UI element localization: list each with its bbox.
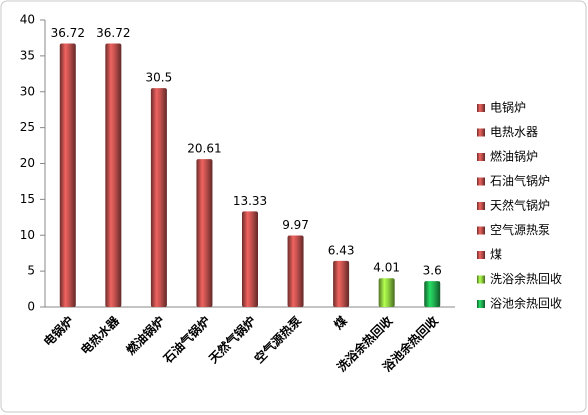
bar	[333, 260, 350, 307]
legend-swatch	[477, 300, 485, 308]
y-tick-label: 25	[20, 120, 35, 134]
y-tick-label: 30	[20, 84, 35, 98]
legend-swatch	[477, 275, 485, 284]
value-label: 13.33	[233, 194, 267, 208]
value-label: 6.43	[328, 243, 355, 257]
value-label: 9.97	[282, 218, 309, 232]
bar	[196, 159, 213, 307]
legend-label: 煤	[490, 248, 502, 262]
legend-swatch	[477, 128, 485, 137]
y-tick-label: 20	[20, 156, 35, 170]
bar	[242, 211, 258, 307]
y-tick-label: 5	[27, 264, 35, 278]
legend-label: 电热水器	[490, 125, 538, 139]
bar	[378, 278, 395, 307]
y-tick-label: 35	[20, 48, 35, 62]
value-label: 30.5	[146, 71, 173, 85]
y-tick-label: 40	[20, 13, 35, 27]
legend-label: 天然气锅炉	[490, 198, 550, 213]
legend-swatch	[477, 202, 485, 210]
y-tick-label: 0	[27, 300, 35, 314]
bar	[105, 43, 122, 308]
bar	[150, 88, 167, 307]
legend-label: 燃油锅炉	[490, 149, 538, 164]
legend-label: 浴池余热回收	[490, 296, 562, 311]
legend-swatch	[477, 226, 485, 235]
legend-swatch	[477, 153, 485, 161]
y-tick-label: 15	[20, 192, 35, 206]
value-label: 36.72	[96, 26, 130, 40]
value-label: 4.01	[373, 261, 400, 275]
legend-label: 石油气锅炉	[490, 173, 550, 188]
bar	[59, 43, 76, 308]
y-tick-label: 10	[20, 228, 35, 242]
legend-swatch	[477, 177, 485, 186]
legend-swatch	[477, 104, 485, 112]
legend-label: 洗浴余热回收	[490, 271, 562, 286]
legend-swatch	[477, 251, 485, 259]
bar	[287, 235, 304, 307]
legend-label: 空气源热泵	[490, 222, 550, 237]
value-label: 20.61	[187, 142, 221, 156]
value-label: 36.72	[51, 26, 85, 40]
legend-label: 电锅炉	[490, 100, 526, 115]
bar	[424, 281, 441, 307]
value-label: 3.6	[423, 264, 442, 278]
